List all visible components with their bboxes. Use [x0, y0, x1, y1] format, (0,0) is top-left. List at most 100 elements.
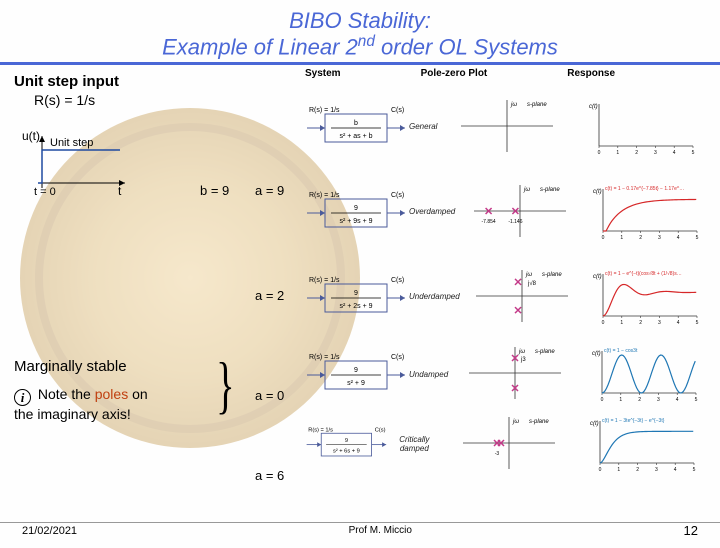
svg-text:5: 5: [692, 467, 695, 473]
svg-text:5: 5: [694, 397, 697, 403]
svg-text:jω: jω: [523, 187, 530, 193]
svg-text:4: 4: [673, 467, 676, 473]
svg-text:jω: jω: [510, 102, 517, 108]
svg-text:2: 2: [636, 467, 639, 473]
svg-text:4: 4: [677, 235, 680, 241]
svg-text:c(t) = 1 − 3te^{−3t} − e^{−3t}: c(t) = 1 − 3te^{−3t} − e^{−3t}: [602, 418, 665, 424]
svg-text:s² + 6s + 9: s² + 6s + 9: [333, 449, 360, 455]
svg-text:R(s) = 1/s: R(s) = 1/s: [309, 192, 340, 199]
col-system: System: [305, 68, 341, 79]
svg-text:0: 0: [598, 467, 601, 473]
title-underline: [0, 62, 720, 65]
param-a4: a = 6: [255, 468, 284, 483]
grid-row: 9 s² + 9 R(s) = 1/s C(s) Undamped s-plan…: [305, 338, 705, 408]
svg-text:4: 4: [673, 150, 676, 156]
info-icon: i: [14, 389, 31, 406]
system-block: 9 s² + 6s + 9 R(s) = 1/s C(s) Critically…: [305, 415, 439, 471]
grid-row: 9 s² + 2s + 9 R(s) = 1/s C(s) Underdampe…: [305, 253, 705, 338]
svg-text:s-plane: s-plane: [542, 272, 562, 278]
svg-text:1: 1: [617, 467, 620, 473]
response-plot: c(t) 0 1 2 3 4 5: [577, 94, 705, 158]
note-poles: i Note the poles on the imaginary axis!: [14, 386, 148, 424]
title-line2-post: order OL Systems: [375, 35, 558, 60]
svg-text:-3: -3: [494, 451, 499, 457]
svg-text:s-plane: s-plane: [540, 187, 560, 193]
svg-text:R(s) = 1/s: R(s) = 1/s: [308, 428, 333, 434]
title-line2-pre: Example of Linear 2: [162, 35, 358, 60]
note-part1: Note the: [38, 386, 95, 402]
svg-text:3: 3: [654, 150, 657, 156]
system-block: 9 s² + 9 R(s) = 1/s C(s) Undamped: [305, 345, 448, 401]
svg-text:1: 1: [619, 397, 622, 403]
svg-text:3: 3: [655, 467, 658, 473]
response-plot: c(t) 012345c(t) = 1 − cos3t: [583, 341, 705, 405]
param-a1: a = 9: [255, 183, 284, 198]
svg-text:-7.854: -7.854: [482, 219, 496, 225]
svg-text:2: 2: [638, 397, 641, 403]
svg-text:s-plane: s-plane: [529, 419, 549, 425]
svg-text:2: 2: [639, 235, 642, 241]
response-plot: c(t) 0 1 2 3 4 5 c(t) = 1 − 3te^{−3t} − e^{−3t…: [578, 411, 705, 475]
curly-brace-icon: }: [216, 348, 234, 422]
svg-text:3: 3: [657, 397, 660, 403]
svg-text:2: 2: [639, 320, 642, 326]
svg-text:R(s) = 1/s: R(s) = 1/s: [309, 354, 340, 361]
unit-step-plot: u(t) t Unit step t = 0: [20, 128, 130, 198]
svg-text:c(t): c(t): [590, 421, 599, 427]
pole-zero-plot: s-plane jω -3: [445, 413, 572, 473]
svg-text:9: 9: [354, 205, 358, 212]
response-plot: c(t) 012345c(t) = 1 − 0.17e^{−7.85t} − 1…: [585, 179, 705, 243]
param-a3: a = 0: [255, 388, 284, 403]
svg-text:s-plane: s-plane: [535, 349, 555, 355]
svg-text:R(s) = 1/s: R(s) = 1/s: [309, 107, 340, 114]
param-a2: a = 2: [255, 288, 284, 303]
t-label: t: [118, 184, 122, 198]
svg-text:0: 0: [602, 235, 605, 241]
title-sup: nd: [358, 33, 375, 50]
pole-zero-plot: s-plane jω: [443, 96, 571, 156]
note-part2: on: [128, 386, 147, 402]
grid-row: 9 s² + 9s + 9 R(s) = 1/s C(s) Overdamped…: [305, 168, 705, 253]
svg-text:3: 3: [658, 320, 661, 326]
svg-text:s² + as + b: s² + as + b: [339, 133, 372, 140]
footer-date: 21/02/2021: [22, 525, 77, 537]
svg-text:C(s): C(s): [391, 354, 404, 361]
svg-text:4: 4: [677, 320, 680, 326]
svg-text:5: 5: [696, 320, 699, 326]
param-b: b = 9: [200, 183, 229, 198]
svg-text:c(t): c(t): [589, 104, 598, 110]
col-poles: Pole-zero Plot: [421, 68, 488, 79]
svg-text:0: 0: [598, 150, 601, 156]
note-part3: the imaginary axis!: [14, 406, 131, 422]
t0-label: t = 0: [34, 186, 56, 198]
svg-text:c(t) = 1 − 0.17e^{−7.85t} − 1.: c(t) = 1 − 0.17e^{−7.85t} − 1.17e^…: [605, 186, 684, 192]
svg-text:j3: j3: [520, 357, 526, 363]
response-plot: c(t) 0 1 2 3 4 5 c(t) = 1 − e^{−t}(cos√8t + (1…: [585, 264, 705, 328]
svg-text:5: 5: [696, 235, 699, 241]
svg-text:c(t) = 1 − e^{−t}(cos√8t + (1/: c(t) = 1 − e^{−t}(cos√8t + (1/√8)s…: [605, 270, 682, 277]
footer: 21/02/2021 Prof M. Miccio 12: [0, 522, 720, 538]
svg-text:0: 0: [602, 320, 605, 326]
svg-text:c(t): c(t): [593, 274, 602, 280]
system-grid: b s² + as + b R(s) = 1/s C(s) General s-…: [305, 83, 705, 478]
svg-text:R(s) = 1/s: R(s) = 1/s: [309, 277, 340, 284]
svg-text:1: 1: [620, 320, 623, 326]
svg-text:s² + 9s + 9: s² + 9s + 9: [339, 218, 372, 225]
svg-text:-1.146: -1.146: [508, 219, 522, 225]
svg-text:4: 4: [676, 397, 679, 403]
svg-text:jω: jω: [525, 272, 532, 278]
marginally-stable-label: Marginally stable: [14, 358, 127, 375]
svg-text:5: 5: [692, 150, 695, 156]
grid-row: 9 s² + 6s + 9 R(s) = 1/s C(s) Critically…: [305, 408, 705, 478]
grid-row: b s² + as + b R(s) = 1/s C(s) General s-…: [305, 83, 705, 168]
svg-text:9: 9: [354, 290, 358, 297]
svg-text:1: 1: [617, 150, 620, 156]
svg-text:s² + 2s + 9: s² + 2s + 9: [339, 303, 372, 310]
footer-page: 12: [684, 523, 698, 538]
svg-text:c(t): c(t): [592, 351, 601, 357]
svg-text:2: 2: [635, 150, 638, 156]
title-line1: BIBO Stability:: [289, 8, 431, 33]
column-headers: System Pole-zero Plot Response: [305, 68, 615, 79]
svg-text:1: 1: [620, 235, 623, 241]
svg-text:b: b: [354, 120, 358, 127]
